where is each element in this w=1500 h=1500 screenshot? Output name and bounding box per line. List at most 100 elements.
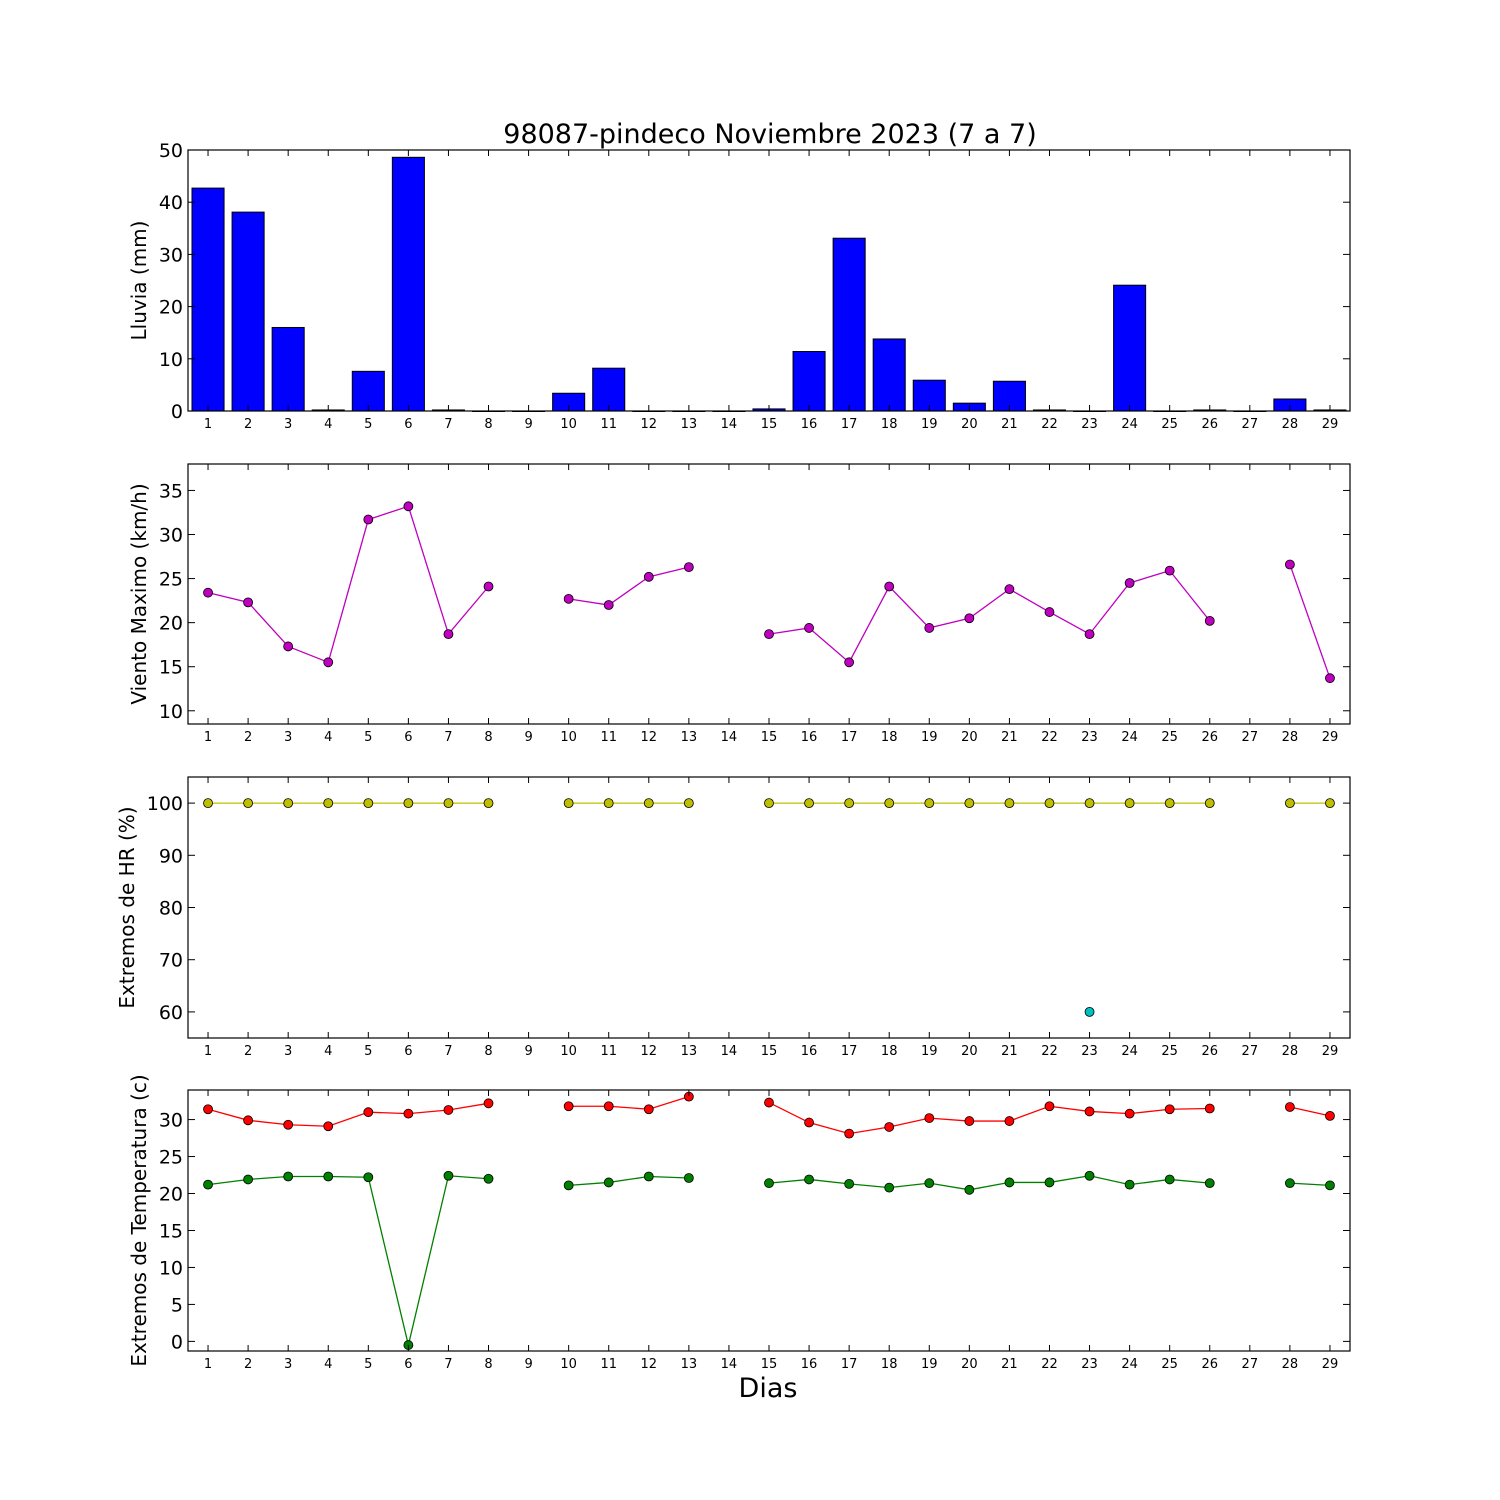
x-tick-label: 2 [244,730,252,745]
series-1-point-day-22 [1044,798,1055,808]
series-1-point-day-11 [603,600,614,610]
x-tick-label: 11 [600,417,617,432]
x-tick-label: 3 [284,1044,292,1059]
series-1-point-day-17 [844,798,855,808]
series-1-point-day-24 [1124,578,1135,588]
series-2-line-4 [1289,1182,1331,1187]
series-1-point-day-26 [1204,798,1215,808]
series-1-point-day-26 [1204,1103,1215,1114]
x-tick-label: 27 [1242,1357,1259,1372]
x-tick-label: 1 [204,1357,212,1372]
x-tick-label: 15 [761,730,778,745]
x-tick-label: 26 [1201,1357,1218,1372]
x-tick-label: 21 [1001,1357,1018,1372]
y-tick-label: 15 [159,1220,183,1242]
series-1-point-day-19 [924,1113,935,1123]
x-tick-label: 9 [524,1044,532,1059]
y-tick-label: 35 [159,480,183,502]
x-tick-label: 10 [560,1044,577,1059]
x-tick-label: 2 [244,1044,252,1059]
x-tick-label: 15 [761,417,778,432]
series-1-point-day-29 [1325,798,1335,808]
x-tick-label: 29 [1322,1044,1339,1059]
series-1-point-day-2 [243,798,254,808]
series-1-point-day-24 [1124,1108,1135,1119]
x-tick-label: 29 [1322,1357,1339,1372]
x-tick-label: 9 [524,417,532,432]
series-1-point-day-24 [1124,798,1135,808]
rain-bar-day-24 [1113,284,1147,412]
rain-bar-day-6 [391,156,425,412]
series-1-point-day-10 [563,1101,574,1112]
series-1-point-day-20 [964,1116,975,1126]
series-1-point-day-11 [603,1101,614,1112]
x-tick-label: 12 [641,417,658,432]
x-tick-label: 19 [921,1044,938,1059]
x-tick-label: 15 [761,1044,778,1059]
x-tick-label: 9 [524,1357,532,1372]
x-tick-label: 13 [681,730,698,745]
series-2-line-2 [568,1175,689,1187]
y-tick-label: 30 [159,525,183,547]
rain-bar-day-2 [231,211,265,412]
series-1-point-day-16 [804,798,814,808]
series-2-line-1 [207,1175,489,1346]
panel-2: 1 2 3 4 5 6 7 8 9 10 11 12 13 14 15 16 17 18 19 20 21 22 23 24 2… [127,463,1351,745]
rain-bar-day-11 [592,367,626,412]
x-tick-label: 12 [641,730,658,745]
x-tick-label: 8 [484,1044,492,1059]
x-tick-label: 22 [1041,730,1058,745]
series-1-point-day-5 [363,1107,374,1118]
x-tick-label: 14 [721,1357,738,1372]
y-tick-label: 5 [171,1294,183,1316]
x-tick-label: 10 [560,730,577,745]
series-1-line-1 [207,1102,489,1127]
x-tick-label: 27 [1242,417,1259,432]
x-tick-label: 13 [681,417,698,432]
x-tick-label: 26 [1201,730,1218,745]
x-tick-label: 17 [841,1044,858,1059]
series-1-point-day-3 [283,1119,294,1130]
y-tick-label: 50 [159,140,183,162]
rain-bar-day-5 [351,370,385,412]
series-2-point-day-18 [884,1182,895,1193]
y-axis-label: Lluvia (mm) [127,221,151,341]
x-tick-label: 11 [600,1044,617,1059]
series-2-point-day-21 [1004,1177,1015,1188]
y-tick-label: 100 [147,793,183,815]
x-tick-label: 10 [560,1357,577,1372]
x-tick-label: 2 [244,1357,252,1372]
series-1-point-day-3 [283,798,294,808]
series-1-point-day-17 [844,657,855,668]
series-1-point-day-2 [243,597,254,608]
y-axis-label: Viento Maximo (km/h) [127,483,151,704]
x-tick-label: 8 [484,417,492,432]
x-tick-label: 15 [761,1357,778,1372]
x-tick-label: 6 [404,1357,412,1372]
x-tick-label: 23 [1081,1357,1098,1372]
x-tick-label: 23 [1081,1044,1098,1059]
series-2-line-3 [768,1175,1210,1191]
x-tick-label: 3 [284,1357,292,1372]
x-tick-label: 6 [404,730,412,745]
x-tick-label: 27 [1242,1044,1259,1059]
series-1-point-day-3 [283,641,294,652]
x-tick-label: 23 [1081,417,1098,432]
y-tick-label: 10 [159,701,183,723]
x-tick-label: 20 [961,1357,978,1372]
y-tick-label: 30 [159,1110,183,1132]
x-tick-label: 25 [1161,1044,1178,1059]
series-2-point-day-26 [1204,1178,1215,1189]
series-2-point-day-12 [643,1171,654,1182]
series-1-line-2 [568,566,690,606]
series-1-point-day-8 [483,798,494,808]
series-1-point-day-16 [804,623,814,633]
series-1-point-day-12 [643,1104,654,1115]
series-1-point-day-5 [363,798,374,808]
x-tick-label: 21 [1001,730,1018,745]
series-1-point-day-25 [1164,1104,1175,1115]
series-1-point-day-4 [323,657,334,668]
series-1-line-3 [768,1101,1210,1135]
x-tick-label: 17 [841,1357,858,1372]
x-tick-label: 20 [961,730,978,745]
